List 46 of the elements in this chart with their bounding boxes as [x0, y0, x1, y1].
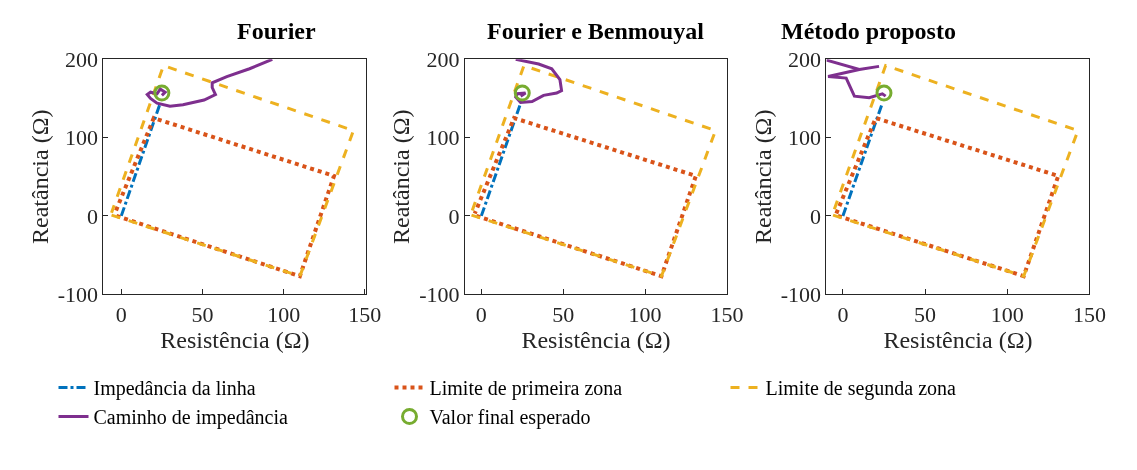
- y-tick-label: 100: [426, 125, 460, 151]
- y-tick-label: 100: [788, 125, 822, 151]
- y-tick-label: 200: [788, 47, 822, 73]
- legend-label: Valor final esperado: [429, 406, 591, 430]
- line-series: [831, 64, 1080, 278]
- legend-label: Impedância da linha: [93, 377, 256, 401]
- y-tick-label: 200: [65, 47, 99, 73]
- y-axis-title: Reatância (Ω): [749, 109, 776, 244]
- x-tick-label: 100: [990, 301, 1024, 327]
- legend-label: Limite de primeira zona: [429, 377, 623, 401]
- chart-title: Método proposto: [781, 18, 956, 44]
- line-series: [469, 64, 717, 278]
- x-axis-title: Resistência (Ω): [160, 326, 310, 353]
- x-tick-label: 50: [552, 301, 575, 327]
- x-axis-title: Resistência (Ω): [883, 326, 1033, 353]
- y-tick-label: 0: [87, 203, 99, 229]
- x-tick-label: 100: [267, 301, 301, 327]
- x-tick-label: 150: [348, 301, 382, 327]
- x-tick-label: 150: [710, 301, 744, 327]
- y-tick-label: 0: [448, 203, 460, 229]
- y-axis-title: Reatância (Ω): [26, 109, 53, 244]
- y-tick-label: -100: [57, 281, 99, 307]
- y-tick-label: -100: [419, 281, 460, 307]
- y-tick-label: 0: [810, 203, 822, 229]
- x-axis-title: Resistência (Ω): [521, 326, 671, 353]
- y-tick-label: -100: [780, 281, 822, 307]
- line-series: [112, 116, 336, 279]
- x-tick-label: 0: [837, 301, 849, 327]
- y-axis-title: Reatância (Ω): [388, 109, 415, 244]
- x-tick-label: 100: [628, 301, 662, 327]
- line-series: [145, 59, 274, 108]
- legend-label: Limite de segunda zona: [765, 377, 957, 401]
- legend-label: Caminho de impedância: [93, 406, 289, 430]
- x-tick-label: 50: [191, 301, 214, 327]
- x-tick-label: 50: [914, 301, 937, 327]
- x-tick-label: 0: [115, 301, 127, 327]
- line-series: [472, 116, 698, 279]
- y-tick-label: 100: [65, 125, 99, 151]
- x-tick-label: 150: [1072, 301, 1106, 327]
- chart-title: Fourier: [237, 18, 316, 44]
- line-series: [514, 59, 564, 104]
- x-tick-label: 0: [475, 301, 487, 327]
- y-tick-label: 200: [426, 47, 460, 73]
- chart-title: Fourier e Benmouyal: [487, 18, 705, 44]
- line-series: [834, 116, 1061, 279]
- line-series: [110, 64, 355, 278]
